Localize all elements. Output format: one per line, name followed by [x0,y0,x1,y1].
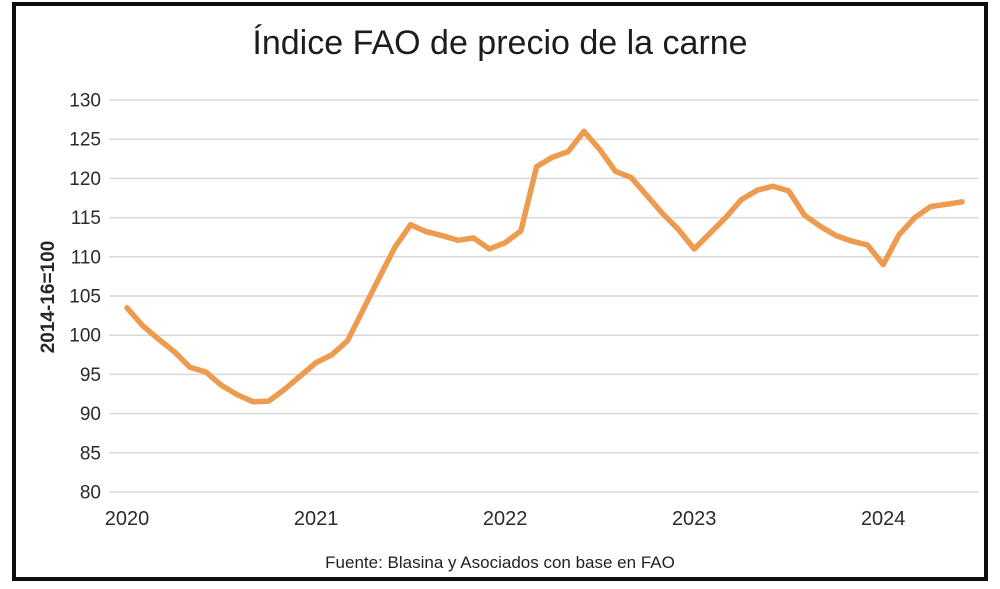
x-tick-label: 2022 [483,508,528,530]
chart-frame: Índice FAO de precio de la carne 2014-16… [12,2,988,581]
x-tick-label: 2020 [105,508,150,530]
y-tick-label: 120 [69,169,101,190]
y-tick-label: 80 [80,483,101,504]
y-tick-label: 85 [80,443,101,464]
meat-price-index-line [124,128,965,405]
y-tick-label: 100 [69,326,101,347]
y-tick-label: 95 [80,365,101,386]
x-tick-label: 2021 [294,508,339,530]
y-tick-label: 110 [71,247,101,268]
y-tick-label: 125 [69,130,101,151]
y-tick-label: 115 [71,208,101,229]
chart-title: Índice FAO de precio de la carne [252,24,748,62]
source-caption: Fuente: Blasina y Asociados con base en … [325,553,675,572]
x-tick-label: 2023 [672,508,717,530]
y-tick-label: 130 [69,91,101,112]
y-tick-label: 105 [69,287,101,308]
x-tick-label: 2024 [861,508,906,530]
y-tick-label: 90 [80,404,101,425]
